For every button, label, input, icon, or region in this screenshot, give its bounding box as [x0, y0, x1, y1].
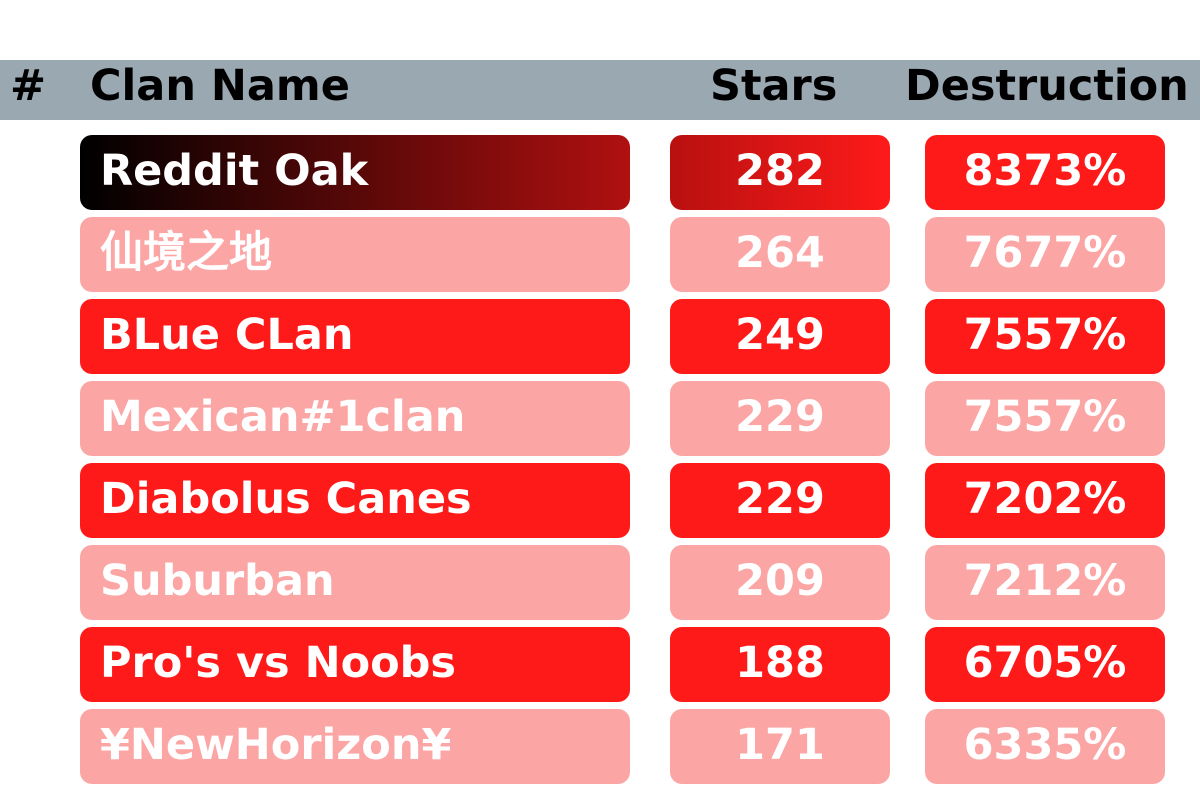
clan-name-column-header: Clan Name [90, 61, 350, 111]
table-header: # Clan Name Stars Destruction [0, 60, 1200, 120]
stars-cell: 249 [670, 299, 890, 374]
clan-name-cell: Mexican#1clan [80, 381, 630, 456]
stars-cell: 171 [670, 709, 890, 784]
stars-cell: 229 [670, 381, 890, 456]
destruction-cell: 7677% [925, 217, 1165, 292]
table-row: Reddit Oak 282 8373% [0, 135, 1200, 210]
stars-cell: 209 [670, 545, 890, 620]
stars-cell: 264 [670, 217, 890, 292]
destruction-column-header: Destruction [905, 61, 1189, 111]
clan-name-cell: Diabolus Canes [80, 463, 630, 538]
clan-name-cell: 仙境之地 [80, 217, 630, 292]
destruction-cell: 7212% [925, 545, 1165, 620]
destruction-cell: 7557% [925, 381, 1165, 456]
destruction-cell: 7202% [925, 463, 1165, 538]
table-row: Mexican#1clan 229 7557% [0, 381, 1200, 456]
destruction-cell: 6335% [925, 709, 1165, 784]
stars-column-header: Stars [710, 61, 838, 111]
clan-name-cell: ¥NewHorizon¥ [80, 709, 630, 784]
destruction-cell: 6705% [925, 627, 1165, 702]
destruction-cell: 7557% [925, 299, 1165, 374]
rank-column-header: # [10, 61, 47, 111]
table-row: Pro's vs Noobs 188 6705% [0, 627, 1200, 702]
clan-name-cell: Suburban [80, 545, 630, 620]
table-row: Diabolus Canes 229 7202% [0, 463, 1200, 538]
clan-name-cell: Reddit Oak [80, 135, 630, 210]
clan-name-cell: Pro's vs Noobs [80, 627, 630, 702]
table-row: ¥NewHorizon¥ 171 6335% [0, 709, 1200, 784]
table-row: BLue CLan 249 7557% [0, 299, 1200, 374]
destruction-cell: 8373% [925, 135, 1165, 210]
clan-name-cell: BLue CLan [80, 299, 630, 374]
table-row: Suburban 209 7212% [0, 545, 1200, 620]
stars-cell: 282 [670, 135, 890, 210]
stars-cell: 188 [670, 627, 890, 702]
stars-cell: 229 [670, 463, 890, 538]
table-row: 仙境之地 264 7677% [0, 217, 1200, 292]
